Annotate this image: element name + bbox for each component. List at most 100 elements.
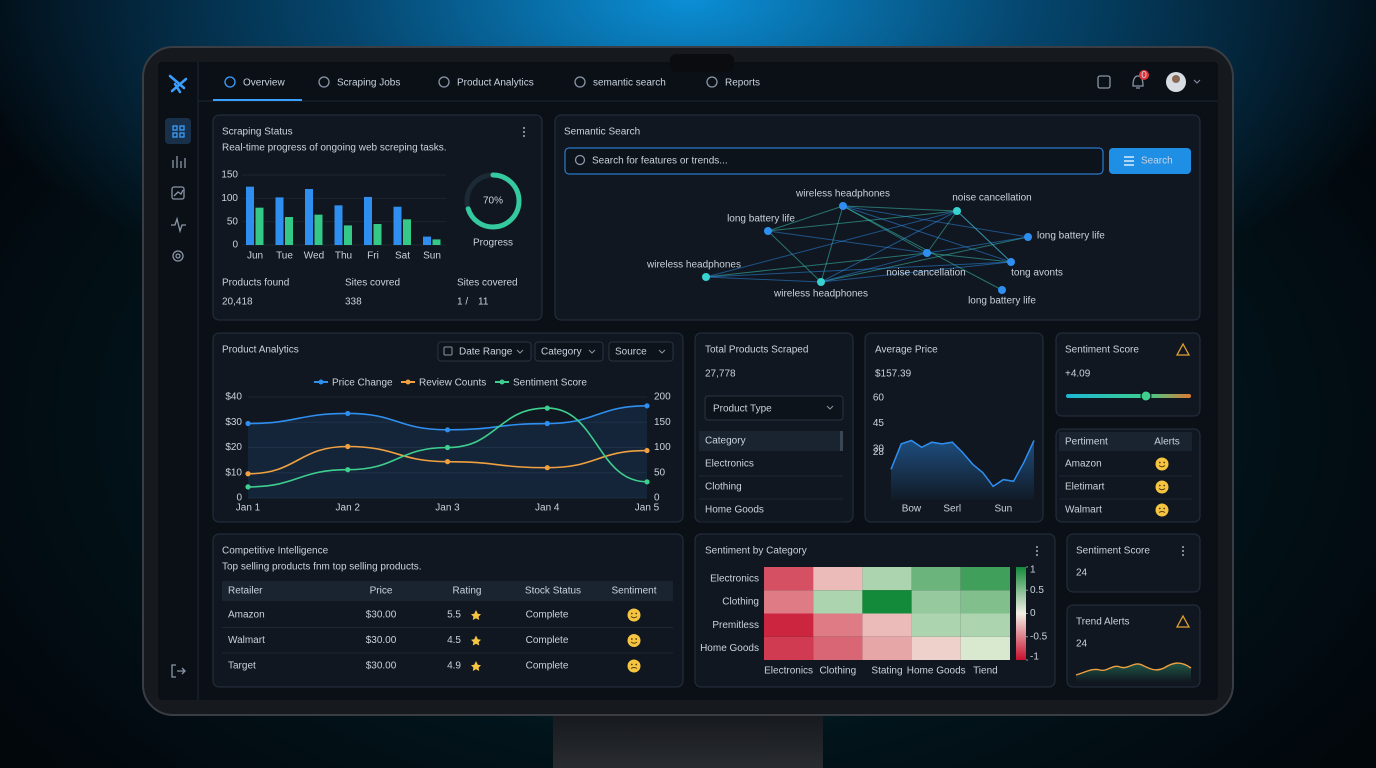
type-dropdown[interactable] [704, 395, 844, 421]
sparkline [1075, 662, 1192, 676]
legend-label: Sentiment Score [513, 378, 587, 389]
stat-value: 338 [345, 297, 362, 308]
notification-count: 0 [1141, 70, 1147, 81]
line-point [644, 447, 650, 454]
network-node[interactable] [953, 207, 961, 215]
y-tick-label: $40 [225, 392, 242, 403]
slider-track[interactable] [1066, 394, 1191, 398]
scrollbar [840, 431, 843, 451]
menu-dots[interactable] [522, 126, 526, 130]
nav-tab[interactable]: Scraping Jobs [337, 78, 400, 89]
column-label: Tiend [973, 666, 998, 677]
row-label: Premitless [712, 620, 759, 631]
nav-tab[interactable]: Overview [243, 78, 285, 89]
tab-icon[interactable] [224, 76, 236, 88]
network-edge [820, 252, 928, 283]
rating-star [471, 635, 481, 646]
panel-title: Product Analytics [222, 345, 299, 356]
network-node[interactable] [1024, 233, 1032, 241]
network-edge [842, 205, 958, 212]
kpi-value: 27,778 [705, 369, 736, 380]
panel-title: Scraping Status [222, 127, 293, 138]
heat-cell [862, 590, 912, 614]
nav-tab[interactable]: Reports [725, 78, 760, 89]
filter-dropdown[interactable] [534, 341, 604, 362]
list-item[interactable]: Clothing [705, 482, 742, 493]
icon-report[interactable] [171, 186, 185, 200]
menu-dots[interactable] [1181, 545, 1185, 549]
icon-chart[interactable] [172, 156, 186, 168]
tab-icon[interactable] [318, 76, 330, 88]
table-cell: Walmart [1065, 505, 1102, 516]
y-tick-label: 100 [221, 193, 238, 204]
line-point [345, 467, 351, 473]
menu-dots[interactable] [1035, 545, 1039, 549]
sidebar-active[interactable] [165, 118, 191, 144]
panel-title: Semantic Search [564, 127, 640, 138]
area-fill [891, 440, 1034, 500]
line-point [245, 471, 251, 477]
table-header: Price [370, 586, 393, 597]
menu-dots[interactable] [1035, 553, 1039, 557]
menu-dots[interactable] [1035, 549, 1039, 553]
heat-cell [911, 590, 961, 614]
network-node[interactable] [923, 249, 931, 257]
network-node[interactable] [1007, 258, 1015, 266]
network-edge [705, 210, 958, 278]
tab-icon[interactable] [438, 76, 450, 88]
legend-label: Review Counts [419, 378, 486, 389]
emoji-eye [1158, 484, 1161, 487]
panel-title: Sentiment by Category [705, 546, 807, 557]
y2-tick-label: 100 [654, 442, 671, 453]
row-label: Electronics [710, 573, 759, 584]
nav-tab[interactable]: semantic search [593, 78, 666, 89]
bar [305, 189, 313, 245]
avatar-face [1172, 75, 1180, 83]
tab-icon[interactable] [706, 76, 718, 88]
filter-dropdown[interactable] [437, 341, 532, 362]
avatar-chevron[interactable] [1193, 79, 1201, 84]
network-node[interactable] [702, 273, 710, 281]
bar [246, 186, 254, 245]
table-header-bg [1059, 432, 1192, 451]
column-label: Home Goods [907, 666, 966, 677]
y-tick-label: 0 [232, 240, 238, 251]
network-node[interactable] [764, 227, 772, 235]
menu-dots[interactable] [1181, 553, 1185, 557]
icon-logout[interactable] [171, 664, 186, 678]
menu-dots[interactable] [522, 130, 526, 134]
slider-knob[interactable] [1140, 390, 1152, 402]
heat-cell [862, 636, 912, 660]
icon-pulse[interactable] [171, 216, 186, 234]
icon-settings[interactable] [172, 250, 184, 262]
rating-star [471, 610, 481, 620]
emoji-eye [1158, 461, 1161, 464]
menu-dots[interactable] [1181, 549, 1185, 553]
bar [432, 239, 441, 245]
y2-tick-label: 50 [654, 467, 666, 478]
nav-right-icons[interactable] [1097, 75, 1144, 89]
search-button[interactable] [1109, 148, 1191, 174]
line-point [444, 459, 451, 465]
legend-dot [405, 379, 411, 385]
network-edge [767, 230, 822, 283]
filter-dropdown[interactable] [608, 341, 674, 362]
icon-grid[interactable] [172, 125, 185, 138]
color-bar-label: 0.5 [1030, 585, 1044, 596]
table-header: Retailer [228, 586, 263, 597]
network-node[interactable] [839, 202, 847, 210]
table-header: Rating [453, 586, 482, 597]
table-cell: 4.5 [447, 635, 461, 646]
search-input[interactable] [564, 147, 1104, 175]
tab-icon[interactable] [574, 76, 586, 88]
list-item[interactable]: Home Goods [705, 505, 764, 516]
nav-tab[interactable]: Product Analytics [457, 78, 534, 89]
menu-dots[interactable] [522, 134, 526, 138]
bar [423, 236, 431, 245]
x-tick-label: Serl [943, 504, 961, 515]
network-node[interactable] [998, 286, 1006, 294]
network-node[interactable] [817, 278, 825, 286]
rating-star [471, 661, 481, 671]
list-item[interactable]: Electronics [705, 459, 754, 470]
heat-cell [862, 613, 912, 637]
